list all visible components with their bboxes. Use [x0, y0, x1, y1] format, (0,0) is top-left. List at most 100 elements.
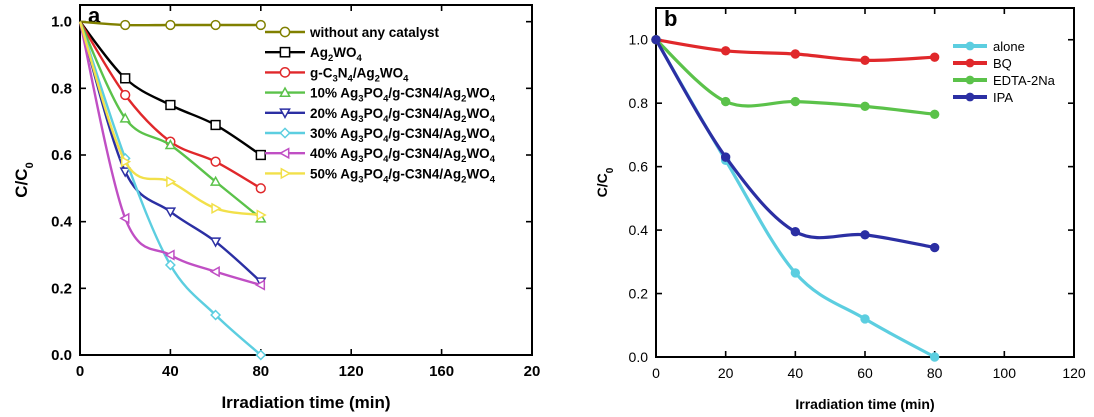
data-point	[210, 19, 221, 31]
legend-marker	[279, 86, 291, 98]
legend-label: 30% Ag3PO4/g-C3N4/Ag2WO4	[310, 126, 496, 145]
series-line	[654, 38, 935, 250]
legend-text-part: without any catalyst	[309, 25, 440, 40]
legend-label: 50% Ag3PO4/g-C3N4/Ag2WO4	[310, 166, 496, 185]
series-7	[78, 21, 267, 221]
legend-item-1: BQ	[953, 56, 1012, 71]
legend-item-6: 40% Ag3PO4/g-C3N4/Ag2WO4	[265, 146, 496, 165]
legend-subscript: 4	[383, 154, 389, 165]
legend-item-2: EDTA-2Na	[953, 73, 1056, 88]
legend-text-part: 10% Ag	[310, 86, 358, 101]
x-tick-label: 20	[718, 365, 734, 381]
series-1	[79, 20, 266, 161]
legend-text-part: PO	[364, 146, 384, 161]
data-point	[164, 259, 176, 271]
data-point	[164, 249, 175, 261]
series-line	[78, 21, 262, 283]
legend-text-part: /g-C3N4/Ag	[388, 146, 461, 161]
legend-text-part: WO	[466, 146, 489, 161]
y-tick-label: 0.4	[51, 214, 73, 231]
y-tick-label: 0.2	[629, 286, 649, 302]
legend-item-2: g-C3N4/Ag2WO4	[265, 65, 409, 84]
x-tick-label: 0	[652, 365, 660, 381]
data-point	[119, 212, 130, 225]
x-tick-label: 100	[993, 365, 1017, 381]
panel-label: b	[664, 6, 677, 31]
legend-text-part: /g-C3N4/Ag	[388, 166, 461, 181]
legend-subscript: 3	[358, 114, 363, 125]
data-point	[790, 49, 801, 59]
legend-subscript: 2	[461, 114, 466, 125]
legend-label: IPA	[993, 90, 1013, 105]
data-point	[929, 52, 940, 62]
legend-subscript: 4	[383, 114, 389, 125]
legend-item-3: 10% Ag3PO4/g-C3N4/Ag2WO4	[265, 86, 496, 105]
legend-subscript: 2	[461, 94, 466, 105]
legend-subscript: 4	[357, 53, 363, 64]
data-point	[929, 242, 940, 253]
data-point	[210, 119, 221, 131]
x-tick-label: 80	[927, 365, 943, 381]
legend-subscript: 4	[383, 134, 389, 145]
legend-subscript: 4	[490, 94, 496, 105]
series-line	[78, 21, 262, 287]
x-axis-label: Irradiation time (min)	[221, 393, 390, 412]
data-point	[165, 19, 176, 31]
legend-label: 40% Ag3PO4/g-C3N4/Ag2WO4	[310, 146, 496, 165]
legend-item-4: 20% Ag3PO4/g-C3N4/Ag2WO4	[265, 106, 496, 125]
legend-subscript: 2	[461, 154, 466, 165]
x-tick-label: 120	[1062, 365, 1086, 381]
legend-label: Ag2WO4	[310, 45, 363, 64]
legend-subscript: 4	[490, 174, 496, 185]
series-5	[78, 21, 267, 361]
legend-text-part: /g-C3N4/Ag	[388, 126, 461, 141]
legend-text-part: g-C	[310, 65, 333, 80]
data-point	[211, 202, 222, 215]
data-point	[164, 207, 177, 218]
y-tick-label: 0.0	[51, 347, 72, 364]
legend-text-part: 50% Ag	[310, 166, 358, 181]
data-point	[119, 167, 131, 178]
data-point	[209, 175, 222, 186]
y-tick-label: 0.8	[629, 95, 649, 111]
y-tick-label: 1.0	[51, 14, 72, 31]
legend-text-part: WO	[466, 126, 489, 141]
legend-subscript: 2	[461, 134, 466, 145]
y-axis-label-main: C/C	[12, 168, 31, 197]
legend-label: without any catalyst	[309, 25, 440, 40]
x-axis-label: Irradiation time (min)	[795, 396, 934, 412]
legend-subscript: 3	[358, 154, 363, 165]
legend-marker	[965, 58, 975, 68]
legend-subscript: 4	[490, 154, 496, 165]
legend-text-part: 40% Ag	[310, 146, 358, 161]
legend-marker	[279, 127, 291, 139]
legend-item-1: Ag2WO4	[265, 45, 363, 64]
data-point	[255, 149, 266, 161]
legend-text-part: /Ag	[353, 65, 375, 80]
data-point	[120, 19, 131, 31]
series-1	[651, 35, 940, 66]
data-point	[860, 230, 870, 240]
legend-text-part: Ag	[310, 45, 328, 60]
y-tick-label: 0.6	[51, 147, 72, 164]
legend-text-part: PO	[364, 166, 384, 181]
data-point	[720, 96, 731, 107]
series-line	[78, 21, 262, 356]
data-point	[209, 265, 220, 278]
legend-subscript: 4	[348, 73, 354, 84]
legend-subscript: 2	[328, 53, 333, 64]
legend-text-part: 30% Ag	[310, 126, 358, 141]
legend-text-part: PO	[364, 86, 384, 101]
legend-text-part: N	[338, 65, 348, 80]
data-point	[119, 112, 131, 123]
legend-item-0: without any catalyst	[265, 25, 440, 40]
panel-b: 0 20 40 60 80 100 120 0.0 0.2 0.4 0.6 0.8 1.0 Irradia…	[594, 6, 1086, 412]
legend-text-part: WO	[380, 65, 403, 80]
y-tick-label: 0.4	[629, 222, 649, 238]
x-tick-label: 80	[252, 363, 269, 380]
legend-text-part: WO	[466, 106, 489, 121]
legend-label: EDTA-2Na	[993, 73, 1056, 88]
data-point	[860, 55, 870, 66]
data-point	[210, 156, 221, 167]
